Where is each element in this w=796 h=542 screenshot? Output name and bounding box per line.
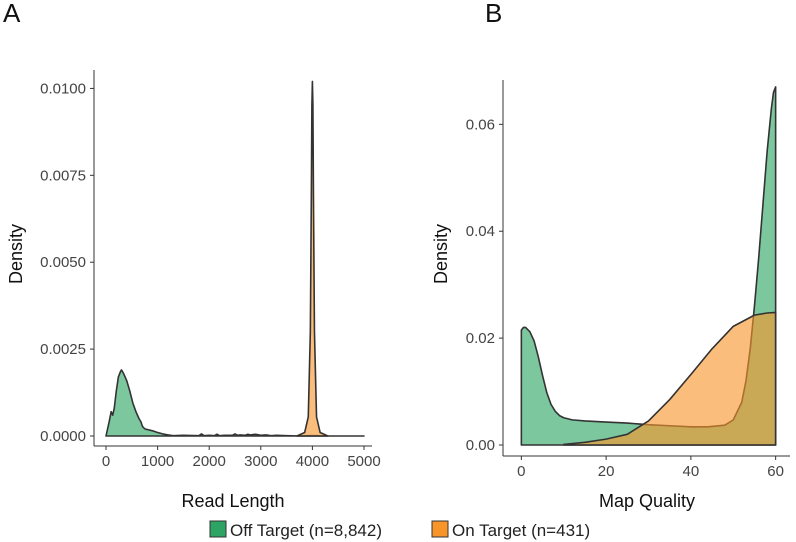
x-tick-label-b: 40: [683, 463, 700, 480]
panel-a: A Density Read Length 0 1000 2000 3000 4000 5…: [3, 0, 381, 511]
y-tick-label-b: 0.06: [466, 116, 495, 133]
legend-label-off-target: Off Target (n=8,842): [230, 521, 382, 540]
panel-label-a: A: [3, 0, 21, 28]
x-tick-label-a: 1000: [141, 453, 174, 470]
y-tick-label-a: 0.0100: [40, 80, 86, 97]
panel-label-b: B: [485, 0, 502, 28]
plot-area-b: 0 20 40 60 0.00 0.02 0.04 0.06: [466, 80, 790, 480]
y-tick-label-a: 0.0050: [40, 254, 86, 271]
x-tick-label-a: 4000: [296, 453, 329, 470]
y-tick-label-a: 0.0075: [40, 167, 86, 184]
x-tick-label-a: 0: [102, 453, 110, 470]
plot-area-a: 0 1000 2000 3000 4000 5000 0.0000 0.0025 0.0050 0…: [40, 70, 381, 470]
y-tick-label-a: 0.0000: [40, 428, 86, 445]
panel-b: B Density Map Quality 0 20 40 60 0.00 0.02 0.0…: [431, 0, 790, 511]
legend-swatch-off-target: [209, 520, 227, 538]
legend-swatch-on-target: [431, 520, 449, 538]
density-area-on-target-b: [562, 311, 777, 446]
x-tick-label-b: 20: [598, 463, 615, 480]
density-area-off-target-a: [105, 369, 365, 437]
legend: Off Target (n=8,842) On Target (n=431): [209, 520, 590, 540]
x-tick-label-a: 2000: [193, 453, 226, 470]
legend-label-on-target: On Target (n=431): [452, 521, 590, 540]
y-tick-label-b: 0.00: [466, 437, 495, 454]
x-tick-label-b: 0: [517, 463, 525, 480]
x-axis-title-b: Map Quality: [599, 491, 695, 511]
x-tick-label-a: 3000: [244, 453, 277, 470]
x-tick-label-b: 60: [767, 463, 784, 480]
x-axis-title-a: Read Length: [181, 491, 284, 511]
y-tick-label-a: 0.0025: [40, 341, 86, 358]
x-tick-label-a: 5000: [347, 453, 380, 470]
y-tick-label-b: 0.04: [466, 223, 495, 240]
density-area-on-target-a: [296, 80, 329, 437]
y-axis-title-a: Density: [6, 224, 26, 284]
y-tick-label-b: 0.02: [466, 330, 495, 347]
y-axis-title-b: Density: [431, 224, 451, 284]
